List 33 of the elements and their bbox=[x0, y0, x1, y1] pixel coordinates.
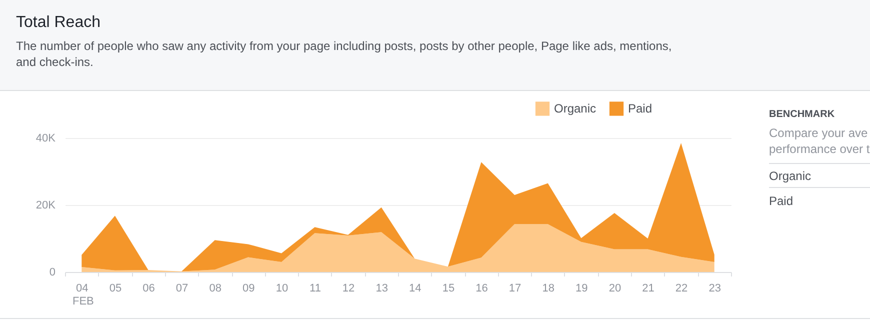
x-tick-label: 07 bbox=[176, 282, 188, 294]
x-axis-title: FEB bbox=[72, 296, 94, 308]
legend-label: Paid bbox=[628, 102, 652, 116]
x-tick-label: 15 bbox=[442, 282, 455, 294]
chart-title: Total Reach bbox=[16, 14, 100, 32]
x-tick-label: 11 bbox=[310, 282, 321, 294]
x-tick-label: 22 bbox=[675, 282, 688, 294]
y-tick-label: 40K bbox=[36, 132, 56, 144]
x-tick-label: 19 bbox=[576, 282, 588, 294]
x-tick-label: 04 bbox=[76, 282, 88, 294]
x-tick-label: 16 bbox=[476, 282, 488, 294]
text: BENCHMARK bbox=[769, 109, 835, 120]
text: performance over t bbox=[769, 142, 870, 156]
x-tick-label: 17 bbox=[508, 282, 522, 294]
legend-label: Organic bbox=[554, 102, 596, 116]
x-tick-label: 06 bbox=[142, 282, 155, 294]
chart-subtitle: The number of people who saw any activity from your page including posts, posts by other people, Page like ads, mentions, and check-ins. bbox=[16, 38, 673, 70]
x-tick-label: 12 bbox=[342, 282, 355, 294]
x-tick-label: 13 bbox=[376, 282, 388, 294]
text: Compare your ave bbox=[769, 126, 868, 140]
x-tick-label: 10 bbox=[276, 282, 288, 294]
x-tick-label: 05 bbox=[109, 282, 122, 294]
y-tick-label: 0 bbox=[49, 266, 56, 278]
x-tick-label: 14 bbox=[409, 282, 422, 294]
text: Organic bbox=[769, 169, 812, 183]
x-tick-label: 18 bbox=[542, 282, 554, 294]
x-tick-label: 21 bbox=[642, 282, 654, 294]
y-tick-label: 20K bbox=[36, 200, 56, 212]
text: Paid bbox=[769, 194, 794, 208]
x-tick-label: 23 bbox=[708, 282, 721, 294]
x-tick-label: 09 bbox=[242, 282, 255, 294]
x-tick-label: 20 bbox=[608, 282, 622, 294]
x-tick-label: 08 bbox=[209, 282, 222, 294]
